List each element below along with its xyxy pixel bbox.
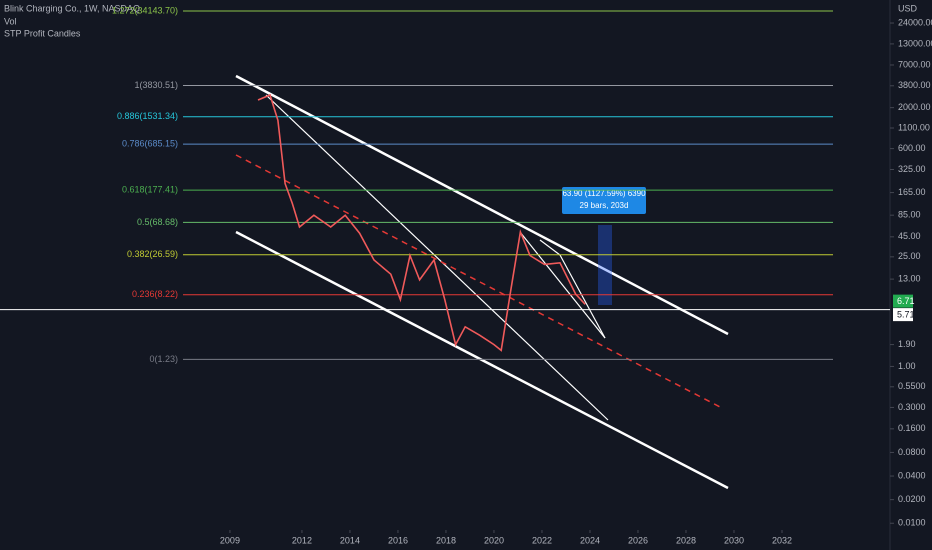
y-tick-label: 24000.00 [898, 17, 932, 27]
y-tick-label: 0.0800 [898, 447, 926, 457]
y-tick-label: 0.1600 [898, 423, 926, 433]
y-tick-label: 0.0100 [898, 518, 926, 528]
fib-label: 0.382(26.59) [127, 249, 178, 259]
y-tick-label: 600.00 [898, 143, 926, 153]
mid-line [235, 154, 723, 409]
y-tick-label: 1.90 [898, 339, 916, 349]
y-tick-label: 1.00 [898, 361, 916, 371]
y-tick-label: 85.00 [898, 210, 921, 220]
y-tick-label: 13000.00 [898, 38, 932, 48]
x-tick-label: 2012 [292, 535, 312, 545]
trend-line [265, 94, 609, 421]
y-tick-label: 0.0200 [898, 494, 926, 504]
trend-lines [235, 74, 729, 490]
price-tag-label: 6.71 [897, 296, 915, 306]
y-tick-label: 165.00 [898, 187, 926, 197]
wedge-line [559, 254, 606, 339]
measure-box [562, 187, 646, 214]
fib-label: 0.786(685.15) [122, 138, 178, 148]
indicator: Vol [4, 16, 17, 26]
x-tick-label: 2030 [724, 535, 744, 545]
channel-top [235, 74, 729, 336]
y-tick-label: 25.00 [898, 251, 921, 261]
x-tick-label: 2026 [628, 535, 648, 545]
fib-label: 0.236(8.22) [132, 289, 178, 299]
x-tick-label: 2024 [580, 535, 600, 545]
y-tick-label: 325.00 [898, 164, 926, 174]
wedge-line [539, 239, 561, 256]
y-tick-label: 1100.00 [898, 122, 930, 132]
x-tick-label: 2022 [532, 535, 552, 545]
x-tick-label: 2020 [484, 535, 504, 545]
fib-label: 0.886(1531.34) [117, 111, 178, 121]
price-tag [893, 308, 913, 322]
y-tick-label: 0.0400 [898, 470, 926, 480]
x-tick-label: 2032 [772, 535, 792, 545]
y-tick-label: 7000.00 [898, 59, 931, 69]
x-tick-label: 2016 [388, 535, 408, 545]
wedge-line [519, 231, 606, 339]
chart-title: Blink Charging Co., 1W, NASDAQ [4, 3, 140, 13]
fib-label: 1(3830.51) [134, 80, 178, 90]
fib-label: 0(1.23) [149, 354, 178, 364]
y-tick-label: 0.3000 [898, 402, 926, 412]
price-tag-label: 5.71 [897, 309, 915, 319]
channel-bottom [235, 230, 729, 490]
x-tick-label: 2009 [220, 535, 240, 545]
currency: USD [898, 3, 918, 13]
y-tick-label: 0.5500 [898, 381, 926, 391]
y-tick-label: 13.00 [898, 273, 921, 283]
price-line [257, 93, 586, 352]
y-tick-label: 2000.00 [898, 102, 931, 112]
fib-label: 1.272(34143.70) [112, 5, 178, 15]
price-tag [893, 294, 913, 308]
measure-text: 29 bars, 203d [580, 201, 629, 210]
indicator: STP Profit Candles [4, 28, 81, 38]
fib-label: 0.618(177.41) [122, 184, 178, 194]
x-tick-label: 2028 [676, 535, 696, 545]
fib-label: 0.5(68.68) [137, 217, 178, 227]
y-tick-label: 45.00 [898, 231, 921, 241]
x-tick-label: 2014 [340, 535, 360, 545]
measure-range [598, 225, 612, 305]
x-tick-label: 2018 [436, 535, 456, 545]
measure-text: 63.90 (1127.59%) 6390 [562, 189, 646, 198]
y-tick-label: 3800.00 [898, 80, 931, 90]
